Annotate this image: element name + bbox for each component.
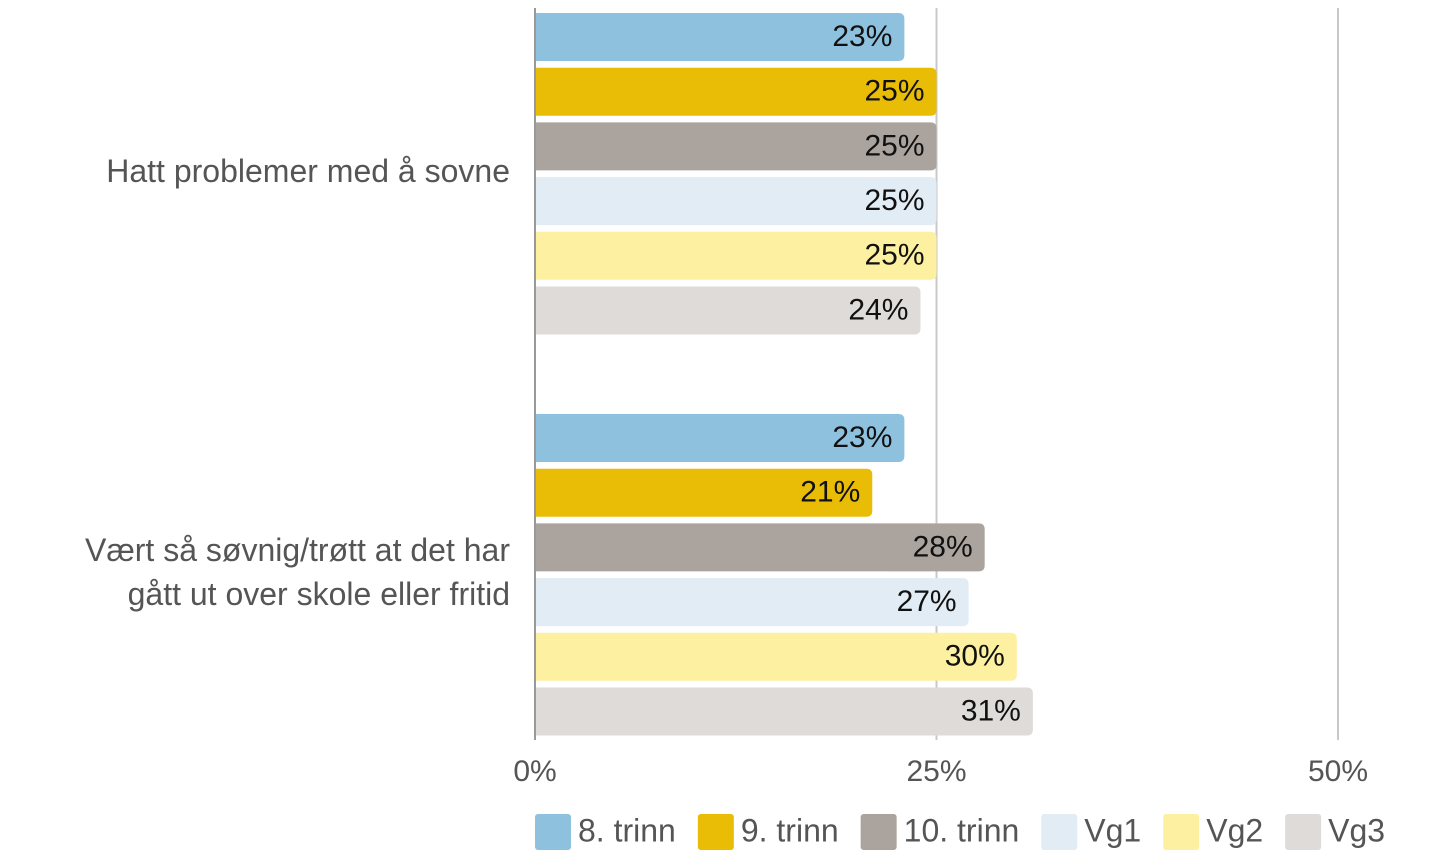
value-label: 30% xyxy=(945,640,1005,673)
bar xyxy=(535,578,969,627)
bar xyxy=(535,122,937,171)
legend-swatch xyxy=(535,814,571,850)
bar xyxy=(535,67,937,116)
bar xyxy=(535,286,921,335)
legend-label: Vg3 xyxy=(1328,812,1385,848)
category-label: Hatt problemer med å sovne xyxy=(106,153,510,189)
category-label: gått ut over skole eller fritid xyxy=(128,576,510,612)
category-label: Vært så søvnig/trøtt at det har xyxy=(85,532,510,568)
x-tick-label: 25% xyxy=(906,755,966,788)
bar xyxy=(535,13,905,61)
bar xyxy=(535,468,873,517)
legend-label: 8. trinn xyxy=(578,812,676,848)
value-label: 23% xyxy=(832,421,892,454)
legend-swatch xyxy=(860,814,897,850)
legend-label: Vg2 xyxy=(1206,812,1263,848)
value-label: 21% xyxy=(800,476,860,509)
value-label: 27% xyxy=(897,585,957,618)
value-label: 23% xyxy=(832,20,892,53)
x-tick-label: 0% xyxy=(513,755,556,788)
bar xyxy=(535,687,1033,736)
legend-label: 9. trinn xyxy=(741,812,839,848)
value-label: 25% xyxy=(864,239,924,272)
bar xyxy=(535,177,937,226)
bar xyxy=(535,632,1017,681)
value-label: 28% xyxy=(913,530,973,563)
bar xyxy=(535,414,905,462)
value-label: 25% xyxy=(864,129,924,162)
legend-swatch xyxy=(697,814,734,850)
legend-swatch xyxy=(1041,814,1078,850)
legend-swatch xyxy=(1285,814,1322,850)
value-label: 24% xyxy=(848,293,908,326)
value-label: 25% xyxy=(864,75,924,108)
x-tick-label: 50% xyxy=(1308,755,1368,788)
legend-label: 10. trinn xyxy=(904,812,1020,848)
bar xyxy=(535,231,937,280)
value-label: 31% xyxy=(961,694,1021,727)
value-label: 25% xyxy=(864,184,924,217)
legend-swatch xyxy=(1163,814,1200,850)
legend-label: Vg1 xyxy=(1084,812,1141,848)
bar xyxy=(535,523,985,572)
